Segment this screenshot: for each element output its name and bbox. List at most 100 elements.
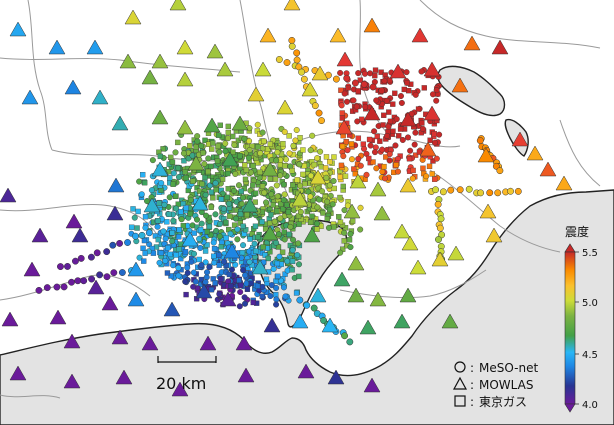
meso-net-station-marker [329,201,336,208]
meso-net-station-marker [397,93,404,100]
tokyo-gas-station-marker [406,156,413,162]
tokyo-gas-station-marker [351,166,357,172]
meso-net-station-marker [371,149,378,156]
tokyo-gas-station-marker [243,167,250,173]
mowlas-station-marker [199,335,217,351]
meso-net-station-marker [132,232,139,240]
meso-net-station-marker [271,218,278,225]
tokyo-gas-station-marker [238,188,245,195]
meso-net-station-marker [381,77,388,84]
meso-net-station-marker [296,161,303,168]
mowlas-station-marker [191,195,209,211]
mowlas-station-marker [49,309,67,325]
tokyo-gas-station-marker [261,138,267,145]
tokyo-gas-station-marker [260,244,266,250]
meso-net-station-marker [283,59,291,66]
tokyo-gas-station-marker [324,215,330,222]
mowlas-station-marker [65,213,83,229]
tokyo-gas-station-marker [187,210,194,217]
tokyo-gas-station-marker [320,210,326,216]
tokyo-gas-station-marker [253,248,259,254]
meso-net-station-marker [191,250,198,257]
meso-net-station-marker [142,224,149,231]
meso-net-station-marker [273,157,280,164]
tokyo-gas-station-marker [359,116,365,123]
tokyo-gas-station-marker [309,213,315,219]
tokyo-gas-station-marker [272,176,279,182]
meso-net-station-marker [259,283,266,290]
meso-net-station-marker [433,97,440,104]
tokyo-gas-station-marker [390,128,396,134]
meso-net-station-marker [326,182,333,189]
tokyo-gas-station-marker [404,80,410,86]
tokyo-gas-station-marker [167,251,173,258]
mowlas-station-marker [23,261,41,277]
meso-net-station-marker [439,188,447,196]
meso-net-station-marker [118,269,126,276]
meso-net-station-marker [173,205,180,212]
tokyo-gas-station-marker [239,249,246,256]
tokyo-gas-station-marker [217,122,223,128]
meso-net-station-marker [149,157,156,164]
tokyo-gas-station-marker [254,283,261,289]
tokyo-gas-station-marker [426,163,433,170]
tokyo-gas-station-marker [141,258,147,264]
meso-net-station-marker [395,168,402,175]
meso-net-station-marker [296,296,304,304]
meso-net-station-marker [131,214,138,221]
tokyo-gas-station-marker [208,163,214,170]
meso-net-station-marker [298,68,306,76]
tokyo-gas-station-marker [166,211,172,217]
meso-net-station-marker [307,147,314,154]
tokyo-gas-station-marker [142,250,148,256]
tokyo-gas-station-marker [158,187,164,193]
tokyo-gas-station-marker [180,223,187,229]
meso-net-station-marker [436,131,443,138]
mowlas-station-marker [223,243,241,259]
meso-net-station-marker [96,271,104,279]
mowlas-station-marker [247,86,265,102]
tokyo-gas-station-marker [160,146,166,152]
boundary-line [559,119,601,187]
meso-net-station-marker [323,174,330,181]
tokyo-gas-station-marker [205,168,211,175]
meso-net-station-marker [68,278,75,286]
tokyo-gas-station-marker [429,171,435,177]
meso-net-station-marker [423,173,430,180]
meso-net-station-marker [194,133,201,140]
meso-net-station-marker [175,272,182,279]
meso-net-station-marker [234,226,241,233]
mowlas-station-marker [291,191,309,207]
mowlas-station-marker [251,259,269,275]
tokyo-gas-station-marker [227,283,234,289]
meso-net-station-marker [290,236,297,243]
meso-net-station-marker [433,155,440,162]
tokyo-gas-station-marker [225,186,231,192]
tokyo-gas-station-marker [265,255,271,262]
mowlas-station-marker [71,227,89,243]
tokyo-gas-station-marker [301,163,307,169]
meso-net-station-marker [204,269,211,276]
meso-net-station-marker [156,259,163,266]
meso-net-station-marker [80,277,88,285]
mowlas-station-marker [115,369,133,385]
tokyo-gas-station-marker [331,224,337,230]
tokyo-gas-station-marker [231,222,238,228]
tokyo-gas-station-marker [134,225,140,231]
meso-net-station-marker [404,134,411,141]
meso-net-station-marker [154,223,161,230]
tokyo-gas-station-marker [331,185,337,192]
mowlas-station-marker [101,295,119,311]
meso-net-station-marker [190,283,197,290]
meso-net-station-marker [194,216,201,223]
meso-net-station-marker [281,191,288,198]
mowlas-station-marker [309,287,327,303]
mowlas-station-marker [335,119,353,135]
tokyo-gas-station-marker [208,286,215,293]
meso-net-station-marker [343,74,351,82]
meso-net-station-marker [170,262,177,269]
tokyo-gas-station-marker [372,72,378,79]
mowlas-station-marker [401,235,419,251]
tokyo-gas-station-marker [176,227,182,233]
meso-net-station-marker [314,155,321,162]
